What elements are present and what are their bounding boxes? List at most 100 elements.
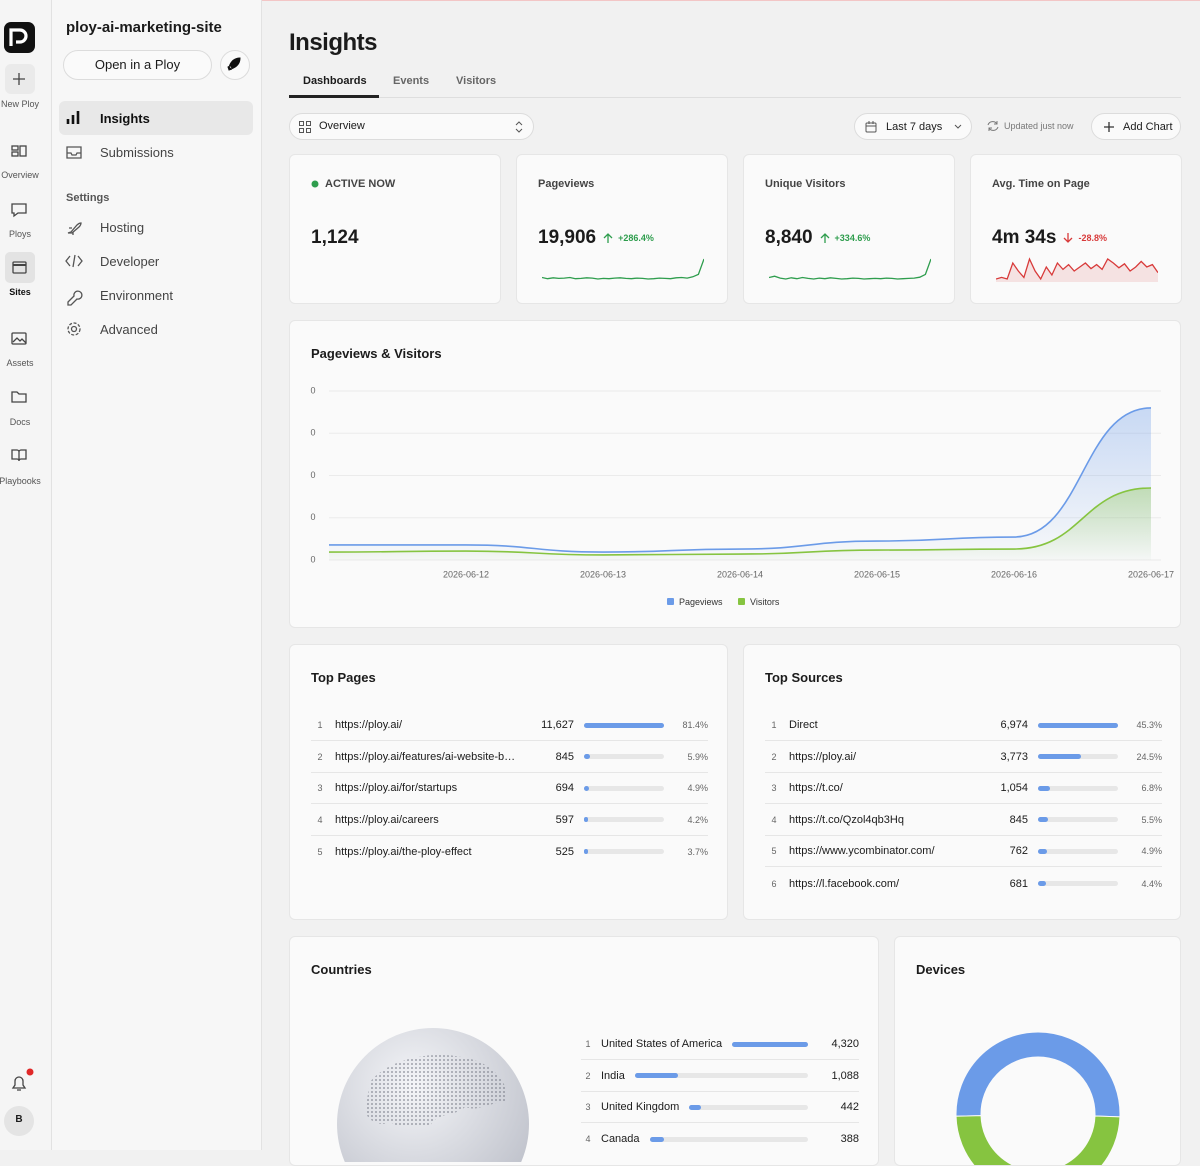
row-label: https://ploy.ai/for/startups <box>335 782 458 795</box>
bar-track <box>1038 722 1118 728</box>
card-title: Top Pages <box>311 670 376 685</box>
table-row[interactable]: 2 https://ploy.ai/features/ai-website-b… 8… <box>311 742 708 773</box>
stat-label: ACTIVE NOW <box>325 178 396 190</box>
add-chart-button[interactable]: Add Chart <box>1091 113 1181 140</box>
rank: 2 <box>771 751 777 762</box>
card-title: Countries <box>311 962 372 977</box>
range-select[interactable]: Last 7 days <box>854 113 972 140</box>
rank: 5 <box>317 846 323 857</box>
stat-card: ACTIVE NOW 1,124 <box>289 154 501 304</box>
nav-item[interactable]: Submissions <box>100 145 174 160</box>
row-label: https://ploy.ai/ <box>789 750 857 763</box>
update-status: Updated just now <box>1004 121 1074 131</box>
table-row[interactable]: 4 https://t.co/Qzol4qb3Hq 845 5.5% <box>765 805 1162 836</box>
x-tick-label: 2026-06-14 <box>717 569 763 579</box>
tab[interactable]: Dashboards <box>303 75 367 87</box>
country-row[interactable]: 3 United Kingdom 442 <box>581 1092 859 1124</box>
sparkline <box>769 258 931 280</box>
bar <box>584 849 588 855</box>
bar <box>584 754 590 760</box>
bar-track <box>584 849 664 855</box>
table-card: Top Pages 1 https://ploy.ai/11,627 81.4% 2 h… <box>289 644 728 920</box>
bar-track <box>584 754 664 760</box>
rank: 5 <box>771 846 777 857</box>
rail-label[interactable]: Docs <box>9 417 31 427</box>
country-row[interactable]: 4 Canada 388 <box>581 1124 859 1155</box>
tab[interactable]: Visitors <box>456 75 497 87</box>
bar-track <box>584 722 664 728</box>
row-value: 1,088 <box>831 1069 859 1082</box>
x-tick-label: 2026-06-13 <box>580 569 626 579</box>
table-row[interactable]: 1 Direct 6,974 45.3% <box>765 710 1162 741</box>
row-value: 845 <box>1009 813 1028 826</box>
stat-label: Pageviews <box>538 178 595 190</box>
table-row[interactable]: 3 https://t.co/1,054 6.8% <box>765 773 1162 805</box>
table-row[interactable]: 6 https://l.facebook.com/681 4.4% <box>765 868 1162 899</box>
country-row[interactable]: 2 India 1,088 <box>581 1061 859 1092</box>
row-share: 81.4% <box>682 720 708 730</box>
row-label: https://www.ycombinator.com/ <box>789 845 935 858</box>
plus-icon <box>1104 122 1114 132</box>
row-share: 24.5% <box>1136 751 1162 762</box>
country-row[interactable]: 1 United States of America 4,320 <box>581 1029 859 1060</box>
bar-track <box>1038 754 1118 760</box>
card-title: Top Sources <box>765 670 843 685</box>
bar <box>584 785 589 791</box>
sparkline-area <box>996 259 1158 282</box>
table-row[interactable]: 5 https://ploy.ai/the-ploy-effect 525 3.7% <box>311 836 708 867</box>
sparkline-line <box>769 258 931 280</box>
trend-arrow <box>603 233 613 243</box>
table-row[interactable]: 4 https://ploy.ai/careers 597 4.2% <box>311 805 708 836</box>
legend-swatch <box>667 598 674 605</box>
row-label: Canada <box>601 1133 640 1146</box>
tab[interactable]: Events <box>393 75 430 87</box>
stat-change: -28.8% <box>1078 233 1107 243</box>
rail-label[interactable]: Sites <box>9 287 31 297</box>
rail-label[interactable]: Playbooks <box>0 476 41 486</box>
y-tick-label: 0 <box>310 470 315 480</box>
app-rail: New Ploy Overview Ploys Sites Assets Doc… <box>0 0 52 1150</box>
stat-value: 19,906 <box>538 227 597 248</box>
row-share: 5.9% <box>687 751 708 762</box>
table-row[interactable]: 1 https://ploy.ai/11,627 81.4% <box>311 710 708 741</box>
stat-row: 1,124 <box>311 227 359 249</box>
rail-label[interactable]: Overview <box>1 170 39 180</box>
arrow <box>820 233 830 243</box>
launch-button[interactable] <box>220 50 250 80</box>
row-value: 388 <box>840 1133 859 1146</box>
chart-title: Pageviews & Visitors <box>311 346 442 361</box>
row-share: 3.7% <box>687 846 708 857</box>
rank: 3 <box>585 1102 591 1113</box>
row-share: 6.8% <box>1141 783 1162 794</box>
table-row[interactable]: 5 https://www.ycombinator.com/762 4.9% <box>765 836 1162 868</box>
avatar[interactable]: B <box>15 1114 23 1125</box>
stat-card: Unique Visitors 8,840 +334.6% <box>743 154 955 304</box>
nav-item[interactable]: Environment <box>100 288 173 303</box>
bar <box>584 722 664 728</box>
nav-item[interactable]: Insights <box>100 111 150 126</box>
y-tick-label: 0 <box>310 554 315 564</box>
row-value: 694 <box>555 782 574 795</box>
row-label: https://t.co/ <box>789 782 843 795</box>
chevrons <box>515 121 523 133</box>
rail-label[interactable]: Assets <box>6 358 34 368</box>
section-title: Settings <box>66 192 110 204</box>
table-row[interactable]: 2 https://ploy.ai/3,773 24.5% <box>765 742 1162 773</box>
rail-label[interactable]: New Ploy <box>0 99 39 109</box>
rank: 2 <box>585 1070 591 1081</box>
row-value: 845 <box>555 750 574 763</box>
line-chart: 0 0 0 0 0 2026-06-12 2026-06-13 2026-06-14 2026-… <box>310 385 1174 607</box>
row-share: 4.9% <box>1141 846 1162 857</box>
rail-label[interactable]: Ploys <box>8 229 31 239</box>
table-card: Top Sources 1 Direct 6,974 45.3% 2 https://pl… <box>743 644 1181 920</box>
y-tick-label: 0 <box>310 512 315 522</box>
nav-item[interactable]: Advanced <box>100 322 158 337</box>
view-select[interactable]: Overview <box>289 113 534 140</box>
row-value: 4,320 <box>831 1038 859 1050</box>
open-button[interactable]: Open in a Ploy <box>63 50 212 80</box>
status-dot <box>311 180 319 188</box>
nav-item[interactable]: Developer <box>100 254 160 269</box>
x-tick-label: 2026-06-15 <box>854 569 900 579</box>
nav-item[interactable]: Hosting <box>100 220 145 235</box>
table-row[interactable]: 3 https://ploy.ai/for/startups 694 4.9% <box>311 773 708 805</box>
